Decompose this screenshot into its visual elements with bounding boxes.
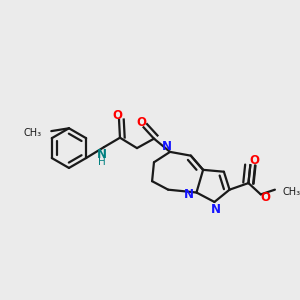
Text: O: O [260, 191, 270, 204]
Text: CH₃: CH₃ [24, 128, 42, 138]
Text: N: N [211, 203, 221, 216]
Text: O: O [112, 109, 122, 122]
Text: N: N [184, 188, 194, 201]
Text: N: N [97, 148, 107, 161]
Text: O: O [137, 116, 147, 129]
Text: CH₃: CH₃ [283, 187, 300, 196]
Text: N: N [162, 140, 172, 153]
Text: H: H [98, 157, 106, 167]
Text: O: O [249, 154, 259, 167]
